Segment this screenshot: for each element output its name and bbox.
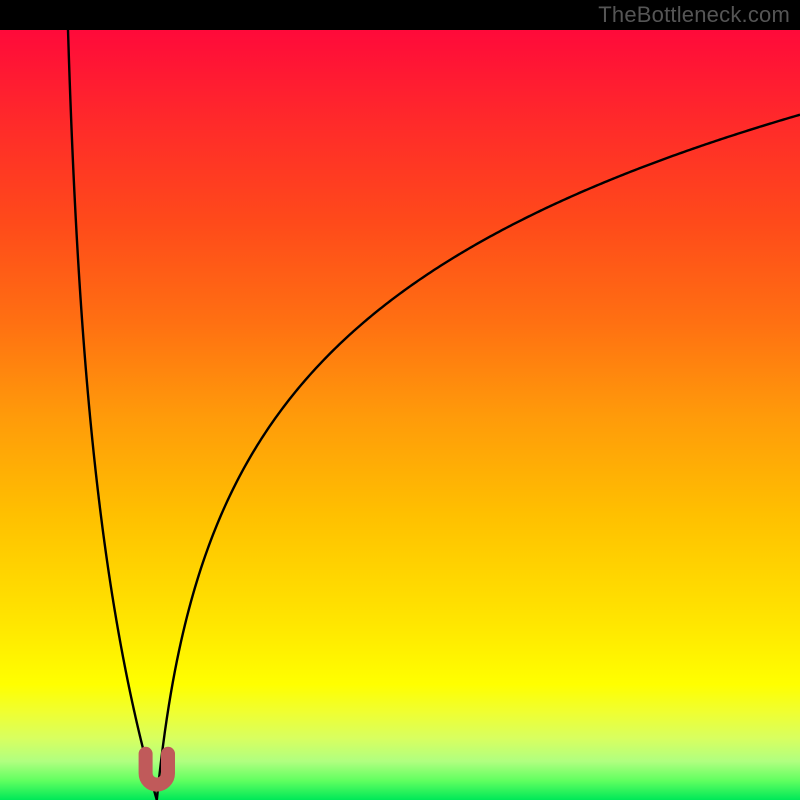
gradient-background [0,30,800,800]
chart-container: TheBottleneck.com [0,0,800,800]
bottleneck-chart [0,0,800,800]
watermark-text: TheBottleneck.com [598,2,790,28]
